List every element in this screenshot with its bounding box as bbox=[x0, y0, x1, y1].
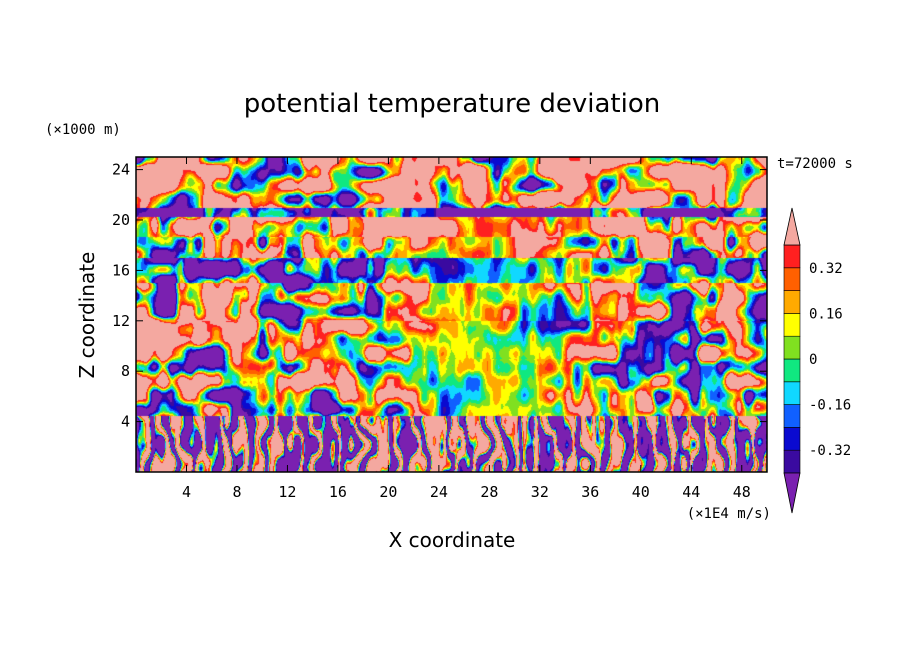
y-axis-label: Z coordinate bbox=[75, 252, 99, 379]
x-tick-label: 16 bbox=[329, 483, 347, 501]
plot-area bbox=[135, 156, 768, 473]
plot-frame bbox=[135, 156, 768, 473]
x-tick-label: 4 bbox=[182, 483, 191, 501]
y-tick-label: 8 bbox=[121, 362, 130, 380]
time-label: t=72000 s bbox=[777, 156, 853, 172]
colorbar-band bbox=[783, 449, 801, 474]
y-tick-label: 20 bbox=[112, 211, 130, 229]
colorbar-band bbox=[783, 404, 801, 428]
colorbar-label: 0.32 bbox=[809, 261, 843, 277]
colorbar-bottom-arrow bbox=[783, 472, 801, 514]
x-tick-label: 40 bbox=[632, 483, 650, 501]
y-unit-label: (×1000 m) bbox=[45, 122, 121, 138]
x-tick-label: 32 bbox=[531, 483, 549, 501]
colorbar-band bbox=[783, 381, 801, 405]
colorbar-label: -0.16 bbox=[809, 398, 851, 414]
colorbar-label: 0.16 bbox=[809, 306, 843, 322]
temperature-field bbox=[136, 157, 767, 472]
x-tick-label: 44 bbox=[682, 483, 700, 501]
colorbar-band bbox=[783, 427, 801, 451]
colorbar-top-arrow bbox=[783, 207, 801, 246]
colorbar-band bbox=[783, 290, 801, 314]
colorbar-band bbox=[783, 335, 801, 360]
y-tick-label: 16 bbox=[112, 261, 130, 279]
colorbar-band bbox=[783, 358, 801, 383]
colorbar-label: 0 bbox=[809, 352, 817, 368]
colorbar-band bbox=[783, 313, 801, 337]
x-tick-label: 48 bbox=[733, 483, 751, 501]
x-tick-label: 28 bbox=[480, 483, 498, 501]
x-unit-label: (×1E4 m/s) bbox=[687, 506, 771, 522]
colorbar: 0.32 0.16 0 -0.16 -0.32 bbox=[783, 207, 851, 514]
x-tick-label: 8 bbox=[232, 483, 241, 501]
x-tick-label: 24 bbox=[430, 483, 448, 501]
colorbar-band bbox=[783, 244, 801, 269]
x-tick-label: 12 bbox=[278, 483, 296, 501]
x-tick-label: 20 bbox=[379, 483, 397, 501]
chart-title: potential temperature deviation bbox=[244, 89, 660, 119]
x-tick-label: 36 bbox=[581, 483, 599, 501]
y-tick-label: 4 bbox=[121, 413, 130, 431]
y-tick-label: 12 bbox=[112, 312, 130, 330]
colorbar-band bbox=[783, 267, 801, 291]
y-tick-label: 24 bbox=[112, 161, 130, 179]
colorbar-label: -0.32 bbox=[809, 443, 851, 459]
x-ticks: 4 8 12 16 20 24 28 32 36 40 44 48 bbox=[182, 157, 751, 501]
x-axis-label: X coordinate bbox=[389, 528, 516, 552]
y-ticks: 4 8 12 16 20 24 bbox=[112, 161, 767, 431]
